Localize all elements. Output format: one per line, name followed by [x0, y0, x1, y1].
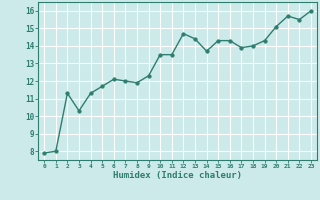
X-axis label: Humidex (Indice chaleur): Humidex (Indice chaleur) — [113, 171, 242, 180]
